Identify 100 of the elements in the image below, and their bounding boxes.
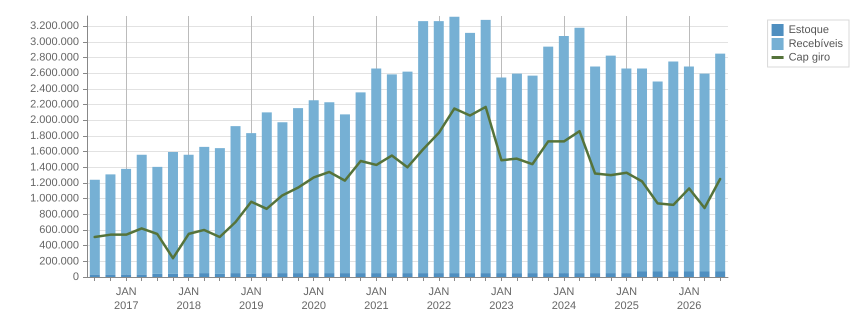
bar bbox=[214, 148, 225, 274]
x-tick-label: JAN 2018 bbox=[176, 286, 201, 312]
bar bbox=[668, 272, 678, 277]
bar bbox=[168, 152, 178, 274]
x-tick-label: JAN 2023 bbox=[489, 286, 514, 312]
y-tick-label: 2.600.000 bbox=[30, 67, 79, 80]
bar bbox=[496, 273, 506, 277]
bar bbox=[105, 174, 116, 275]
y-tick-label: 2.000.000 bbox=[30, 114, 79, 126]
y-tick-label: 2.800.000 bbox=[30, 52, 79, 64]
bar bbox=[121, 168, 132, 275]
bar bbox=[637, 272, 648, 277]
x-tick-label: JAN 2025 bbox=[614, 286, 639, 312]
bar bbox=[308, 273, 319, 277]
y-tick-label: 2.200.000 bbox=[30, 98, 79, 111]
y-tick-label: 200.000 bbox=[39, 255, 79, 268]
x-tick-label: JAN 2024 bbox=[552, 286, 576, 312]
bar bbox=[512, 74, 522, 274]
bar bbox=[637, 68, 648, 272]
bar bbox=[293, 108, 304, 274]
line-series bbox=[93, 106, 722, 260]
bar bbox=[528, 273, 538, 277]
x-tick-label: JAN 2022 bbox=[426, 286, 452, 312]
bar bbox=[465, 32, 476, 274]
bar bbox=[199, 273, 210, 277]
y-tick-label: 1.200.000 bbox=[30, 176, 79, 189]
bar bbox=[230, 273, 241, 277]
bar bbox=[184, 154, 194, 274]
bar bbox=[574, 28, 584, 274]
bar bbox=[356, 92, 366, 274]
bar bbox=[277, 273, 288, 277]
x-tick-label: JAN 2017 bbox=[114, 286, 138, 312]
bar bbox=[199, 146, 210, 274]
x-tick-label: JAN 2026 bbox=[676, 286, 702, 312]
bar bbox=[434, 21, 444, 274]
bar bbox=[480, 273, 491, 277]
bar bbox=[684, 272, 694, 277]
y-tick-label: 1.400.000 bbox=[30, 161, 79, 174]
bar bbox=[543, 46, 554, 274]
y-tick-label: 3.000.000 bbox=[30, 36, 79, 48]
bar bbox=[480, 20, 491, 274]
bar bbox=[168, 274, 178, 277]
bar bbox=[324, 102, 334, 274]
legend-label: Cap giro bbox=[788, 52, 830, 64]
bar bbox=[386, 273, 397, 277]
bar bbox=[715, 54, 726, 272]
bar bbox=[340, 273, 350, 277]
bar bbox=[621, 273, 632, 277]
bar bbox=[386, 74, 397, 274]
bar bbox=[293, 273, 304, 277]
bar bbox=[246, 133, 256, 274]
y-tick-label: 1.800.000 bbox=[30, 130, 79, 142]
bar bbox=[214, 274, 225, 277]
bar bbox=[543, 273, 554, 277]
bar bbox=[277, 122, 288, 274]
bar bbox=[136, 154, 147, 275]
bar bbox=[606, 273, 616, 277]
bar bbox=[528, 76, 538, 274]
bar bbox=[449, 16, 460, 274]
bar bbox=[371, 273, 382, 277]
bar bbox=[621, 68, 632, 274]
bar bbox=[684, 66, 694, 272]
bar bbox=[184, 274, 194, 277]
bar bbox=[590, 273, 600, 277]
bar bbox=[262, 273, 272, 277]
legend-label: Estoque bbox=[788, 24, 829, 36]
y-tick-label: 1.000.000 bbox=[30, 192, 79, 205]
bar bbox=[324, 273, 334, 277]
y-tick-label: 600.000 bbox=[39, 224, 79, 236]
bar bbox=[449, 273, 460, 277]
y-tick-label: 1.600.000 bbox=[30, 146, 79, 158]
y-tick-label: 0 bbox=[72, 271, 79, 283]
bar bbox=[340, 114, 350, 274]
x-tick-label: JAN 2021 bbox=[364, 286, 389, 312]
bar bbox=[590, 66, 600, 274]
bar bbox=[90, 180, 100, 275]
bar bbox=[418, 21, 428, 274]
bar bbox=[434, 273, 444, 277]
bar bbox=[700, 74, 710, 272]
y-tick-label: 800.000 bbox=[39, 208, 79, 220]
bar bbox=[356, 273, 366, 277]
bar bbox=[371, 68, 382, 274]
bar bbox=[715, 272, 726, 277]
bar bbox=[652, 81, 663, 272]
bar bbox=[668, 61, 678, 272]
legend-label: Recebíveis bbox=[788, 38, 844, 50]
bar bbox=[606, 56, 616, 274]
y-tick-label: 3.200.000 bbox=[30, 20, 79, 32]
bar bbox=[700, 272, 710, 277]
bar bbox=[558, 273, 569, 277]
bar bbox=[574, 273, 584, 277]
bar bbox=[230, 126, 241, 274]
bar bbox=[558, 36, 569, 274]
bar bbox=[262, 112, 272, 274]
bar bbox=[512, 273, 522, 277]
x-tick-label: JAN 2020 bbox=[301, 286, 326, 312]
bar bbox=[308, 100, 319, 274]
bar bbox=[465, 273, 476, 277]
bar bbox=[418, 273, 428, 277]
bar bbox=[496, 78, 506, 274]
